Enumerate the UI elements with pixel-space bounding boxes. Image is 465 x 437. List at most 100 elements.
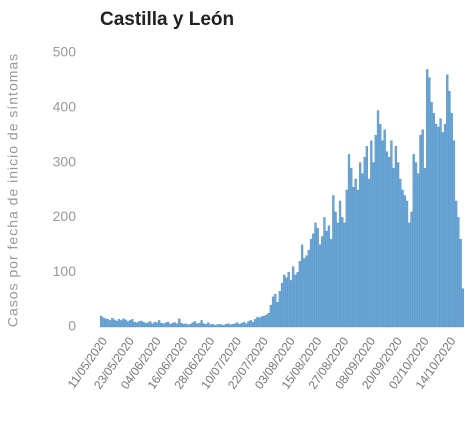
bar xyxy=(102,317,105,328)
bar xyxy=(334,211,337,328)
bar xyxy=(142,321,145,328)
bar xyxy=(432,113,435,328)
bar xyxy=(437,126,440,328)
bar xyxy=(296,272,299,328)
bar xyxy=(280,282,284,328)
bar xyxy=(321,236,324,328)
bar xyxy=(448,91,451,328)
bar xyxy=(287,272,290,328)
bar xyxy=(336,222,339,328)
bar xyxy=(187,324,190,328)
bar xyxy=(140,320,143,328)
bar xyxy=(325,230,328,328)
bar xyxy=(229,324,232,328)
bar xyxy=(370,140,373,328)
bar xyxy=(390,140,393,328)
bar xyxy=(452,140,456,328)
bar xyxy=(303,258,306,328)
bar xyxy=(99,315,103,328)
bar xyxy=(354,178,357,328)
bar xyxy=(285,277,288,328)
bar xyxy=(412,154,415,328)
bar xyxy=(251,321,255,328)
y-axis-label: Casos por fecha de inicio de síntomas xyxy=(5,53,21,327)
y-tick-label: 300 xyxy=(53,153,77,169)
bar xyxy=(238,324,241,328)
y-tick-label: 100 xyxy=(53,263,77,279)
bar xyxy=(124,319,127,328)
bar xyxy=(146,322,150,328)
bar xyxy=(309,239,313,328)
bar xyxy=(207,322,210,328)
bar xyxy=(267,313,270,328)
bar xyxy=(155,322,159,328)
bar xyxy=(372,162,375,328)
bar xyxy=(231,324,235,328)
bar xyxy=(160,322,163,328)
bar xyxy=(361,173,364,328)
bar xyxy=(120,320,123,328)
bar xyxy=(131,319,134,328)
bar xyxy=(405,200,409,328)
bar xyxy=(459,239,462,328)
bar xyxy=(216,324,219,328)
bar xyxy=(115,320,118,328)
bar xyxy=(450,113,453,328)
bar xyxy=(225,324,228,328)
bar xyxy=(323,217,326,328)
bar xyxy=(312,233,315,328)
bar xyxy=(254,319,257,328)
bar xyxy=(106,319,109,328)
bar xyxy=(129,320,132,328)
bar xyxy=(461,288,465,328)
bar xyxy=(298,261,302,328)
bar xyxy=(213,325,217,328)
bar xyxy=(200,320,203,328)
bar xyxy=(401,189,404,328)
bar xyxy=(184,323,188,328)
bar xyxy=(341,217,344,328)
bar xyxy=(457,217,460,328)
bar xyxy=(149,321,152,328)
bar xyxy=(236,322,239,328)
bar xyxy=(191,322,194,328)
bar xyxy=(247,321,250,328)
bar xyxy=(258,317,261,328)
bar xyxy=(428,77,431,328)
bar xyxy=(278,291,281,328)
bar xyxy=(329,239,333,328)
bar xyxy=(144,322,147,328)
bar xyxy=(262,315,266,328)
bar xyxy=(289,280,293,328)
bar xyxy=(332,195,335,328)
bar xyxy=(338,200,342,328)
y-tick-label: 200 xyxy=(53,208,77,224)
bar xyxy=(283,274,286,328)
bar xyxy=(193,321,197,328)
bar xyxy=(196,323,199,328)
bar xyxy=(359,162,362,328)
bar xyxy=(204,324,208,328)
bar xyxy=(209,324,212,328)
bar xyxy=(182,324,185,328)
bar xyxy=(245,323,248,328)
bar xyxy=(347,154,351,328)
bar xyxy=(137,321,141,328)
bar xyxy=(242,321,246,328)
bar xyxy=(175,323,179,328)
bar xyxy=(396,162,400,328)
chart-title: Castilla y León xyxy=(100,9,234,30)
bar xyxy=(233,323,237,328)
bar xyxy=(388,156,391,328)
bar xyxy=(365,145,368,328)
bar xyxy=(158,320,161,328)
bar xyxy=(122,318,125,328)
bar xyxy=(381,140,384,328)
bar xyxy=(227,323,230,328)
bar xyxy=(383,129,386,328)
bar xyxy=(274,293,277,328)
bar xyxy=(133,321,136,328)
bar xyxy=(446,74,449,328)
bar xyxy=(363,156,366,328)
